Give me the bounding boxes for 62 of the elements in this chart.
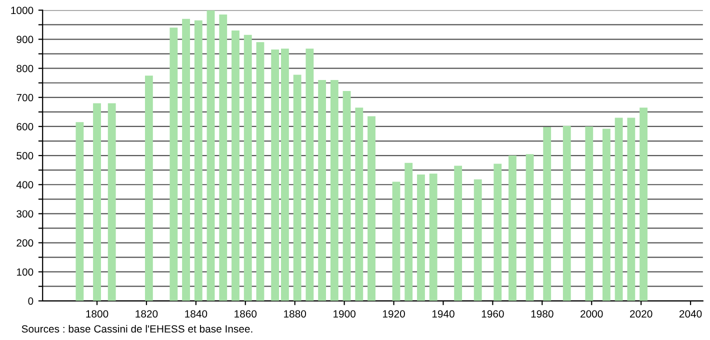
y-tick-label: 400: [16, 181, 34, 188]
bar: [330, 80, 338, 301]
x-tick-label: 1840: [185, 310, 208, 318]
bar: [93, 103, 101, 301]
bar: [194, 20, 202, 301]
bar: [494, 164, 502, 301]
bar: [271, 49, 280, 301]
x-tick-label: 1880: [284, 310, 306, 318]
source-note: Sources : base Cassini de l'EHESS et base Insee.: [22, 324, 252, 333]
y-tick-label: 300: [16, 210, 34, 218]
x-tick-label: 1920: [382, 310, 405, 318]
bar: [508, 156, 516, 301]
y-tick-label: 900: [16, 36, 34, 44]
x-tick-label: 2020: [630, 310, 652, 318]
bar: [627, 118, 636, 301]
bar: [306, 48, 314, 301]
y-tick-label: 1000: [11, 6, 34, 14]
y-tick-label: 600: [16, 122, 34, 130]
x-tick-label: 1800: [86, 310, 108, 318]
bar: [614, 118, 623, 301]
bar: [543, 127, 552, 301]
y-tick-label: 200: [16, 239, 34, 247]
x-tick-label: 1960: [482, 310, 504, 318]
bar: [232, 30, 240, 301]
bar: [108, 103, 116, 301]
bar: [355, 108, 364, 301]
y-tick-label: 700: [16, 94, 34, 102]
y-tick-label: 0: [28, 297, 34, 305]
x-tick-label: 1940: [432, 310, 454, 318]
x-tick-label: 1860: [234, 310, 257, 318]
bar: [219, 14, 228, 301]
bar: [392, 182, 400, 301]
bar: [585, 126, 594, 301]
y-tick-label: 100: [16, 268, 34, 276]
y-tick-label: 800: [16, 64, 34, 72]
bar: [182, 18, 190, 301]
bar: [144, 76, 153, 301]
x-tick-label: 1980: [531, 310, 554, 318]
bar: [404, 162, 413, 301]
x-tick-label: 1900: [334, 310, 356, 318]
bar: [256, 42, 264, 301]
bar: [206, 10, 215, 301]
bar: [342, 91, 351, 301]
bar: [417, 174, 425, 301]
bar: [170, 28, 178, 301]
bar: [526, 154, 534, 301]
bar: [474, 179, 482, 301]
bar: [244, 34, 252, 301]
bar: [293, 74, 302, 301]
bar: [281, 48, 289, 301]
bar: [318, 80, 326, 301]
x-tick-label: 1820: [136, 310, 158, 318]
bar: [562, 126, 571, 301]
bar: [640, 108, 648, 301]
bar: [429, 174, 438, 301]
x-tick-label: 2040: [679, 310, 702, 318]
bar: [76, 122, 84, 301]
x-tick-label: 2000: [580, 310, 603, 318]
bar: [368, 116, 376, 301]
bar: [454, 166, 462, 301]
bar: [602, 128, 610, 301]
y-tick-label: 500: [16, 152, 34, 160]
